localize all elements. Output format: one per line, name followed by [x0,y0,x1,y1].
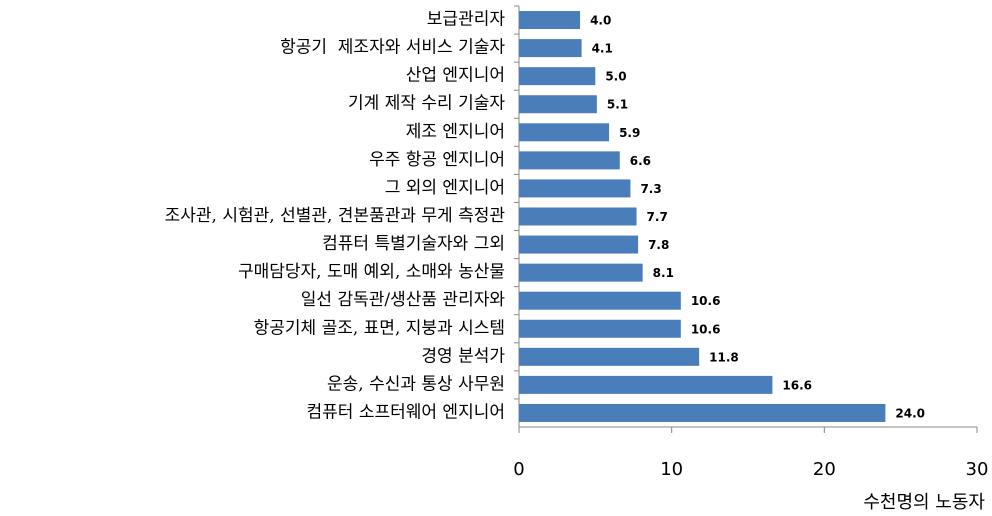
y-tick-label: 일선 감독관/생산품 관리자와 [301,290,506,310]
y-tick-label: 운송, 수신과 통상 사무원 [327,374,505,394]
x-tick-label: 20 [813,459,836,480]
x-tick-label: 10 [660,459,683,480]
bar [519,179,631,198]
bar [519,95,597,114]
bar [519,403,886,422]
y-tick-label: 컴퓨터 특별기술자와 그외 [322,234,505,254]
data-label: 5.1 [607,98,628,112]
data-label: 11.8 [709,350,739,364]
data-label: 7.7 [647,210,668,224]
bar [519,11,581,30]
y-tick-label: 우주 항공 엔지니어 [369,150,505,170]
x-tick-label: 0 [513,459,524,480]
bar [519,319,681,338]
y-tick-label: 경영 분석가 [421,346,505,366]
bar [519,263,643,282]
data-label: 5.0 [605,70,626,84]
data-label: 10.6 [691,294,721,308]
bar [519,67,596,86]
bar [519,235,639,254]
data-label: 16.6 [782,378,812,392]
data-label: 7.8 [648,238,669,252]
bar [519,291,681,310]
y-tick-label: 항공기 제조자와 서비스 기술자 [280,38,505,58]
bar [519,375,773,394]
y-tick-label: 보급관리자 [427,10,506,30]
y-tick-label: 항공기체 골조, 표면, 지붕과 시스템 [254,318,505,338]
bar [519,151,620,170]
x-axis-label: 수천명의 노동자 [863,492,985,513]
y-tick-label: 조사관, 시험관, 선별관, 견본품관과 무게 측정관 [165,206,505,226]
data-label: 6.6 [630,154,651,168]
data-label: 7.3 [640,182,661,196]
data-label: 8.1 [653,266,674,280]
data-label: 4.1 [592,42,613,56]
bar [519,39,582,58]
y-tick-label: 컴퓨터 소프터웨어 엔지니어 [307,402,506,422]
bar [519,347,700,366]
data-label: 10.6 [691,322,721,336]
y-tick-label: 산업 엔지니어 [406,66,505,86]
y-tick-label: 제조 엔지니어 [406,122,505,142]
data-label: 5.9 [619,126,640,140]
y-tick-label: 구매담당자, 도매 예외, 소매와 농산물 [238,262,505,282]
y-tick-label: 기계 제작 수리 기술자 [348,94,505,114]
bar [519,123,610,142]
data-label: 4.0 [590,14,611,28]
y-tick-label: 그 외의 엔지니어 [385,178,505,198]
data-label: 24.0 [895,406,925,420]
x-tick-label: 30 [966,459,989,480]
bar [519,207,637,226]
